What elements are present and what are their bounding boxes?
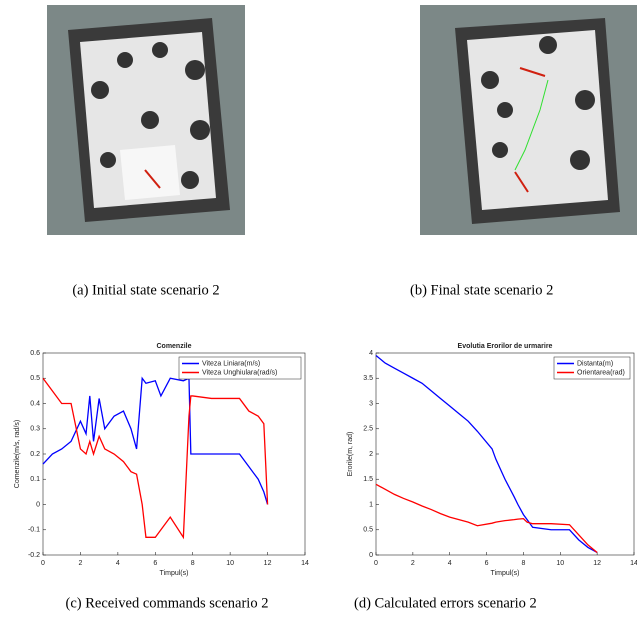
x-axis-label: Timpul(s) xyxy=(491,570,520,577)
y-tick-label: 2.5 xyxy=(363,426,373,433)
y-tick-label: 0.4 xyxy=(30,400,40,407)
y-tick-label: 4 xyxy=(369,350,373,357)
plot-area xyxy=(376,353,634,555)
y-tick-label: 3 xyxy=(369,400,373,407)
y-tick-label: -0.2 xyxy=(28,552,40,559)
legend-label: Viteza Unghiulara(rad/s) xyxy=(202,369,277,376)
figure-page: (a) Initial state scenario 2 (b) Final s… xyxy=(0,0,637,620)
x-tick-label: 14 xyxy=(630,560,637,567)
y-tick-label: 3.5 xyxy=(363,375,373,382)
legend-label: Distanta(m) xyxy=(577,360,613,367)
legend-label: Viteza Liniara(m/s) xyxy=(202,360,260,367)
map-image-final xyxy=(420,5,637,235)
y-axis-label: Comenzile(m/s, rad/s) xyxy=(14,420,21,488)
y-tick-label: -0.1 xyxy=(28,527,40,534)
x-tick-label: 10 xyxy=(226,560,234,567)
x-axis-label: Timpul(s) xyxy=(160,570,189,577)
x-tick-label: 2 xyxy=(78,560,82,567)
x-tick-label: 8 xyxy=(191,560,195,567)
caption: (a) Initial state scenario 2 xyxy=(72,282,219,298)
y-tick-label: 0.1 xyxy=(30,476,40,483)
chart-title: Comenzile xyxy=(156,343,191,350)
x-tick-label: 4 xyxy=(116,560,120,567)
chart-title: Evolutia Erorilor de urmarire xyxy=(458,343,553,350)
y-tick-label: 1 xyxy=(369,501,373,508)
x-tick-label: 6 xyxy=(485,560,489,567)
x-tick-label: 0 xyxy=(374,560,378,567)
legend-label: Orientarea(rad) xyxy=(577,369,625,376)
y-tick-label: 0.5 xyxy=(30,375,40,382)
caption: (b) Final state scenario 2 xyxy=(410,282,553,298)
y-tick-label: 0.6 xyxy=(30,350,40,357)
x-tick-label: 12 xyxy=(264,560,272,567)
y-axis-label: Erorile(m, rad) xyxy=(347,432,354,477)
caption: (c) Received commands scenario 2 xyxy=(66,595,269,611)
x-tick-label: 6 xyxy=(153,560,157,567)
caption: (d) Calculated errors scenario 2 xyxy=(354,595,537,611)
x-tick-label: 4 xyxy=(448,560,452,567)
y-tick-label: 0.3 xyxy=(30,426,40,433)
y-tick-label: 0.5 xyxy=(363,527,373,534)
x-tick-label: 10 xyxy=(556,560,564,567)
y-tick-label: 1.5 xyxy=(363,476,373,483)
y-tick-label: 0.2 xyxy=(30,451,40,458)
x-tick-label: 8 xyxy=(521,560,525,567)
x-tick-label: 2 xyxy=(411,560,415,567)
y-tick-label: 2 xyxy=(369,451,373,458)
y-tick-label: 0 xyxy=(369,552,373,559)
map-image-initial xyxy=(47,5,245,235)
x-tick-label: 0 xyxy=(41,560,45,567)
x-tick-label: 12 xyxy=(593,560,601,567)
x-tick-label: 14 xyxy=(301,560,309,567)
y-tick-label: 0 xyxy=(36,501,40,508)
